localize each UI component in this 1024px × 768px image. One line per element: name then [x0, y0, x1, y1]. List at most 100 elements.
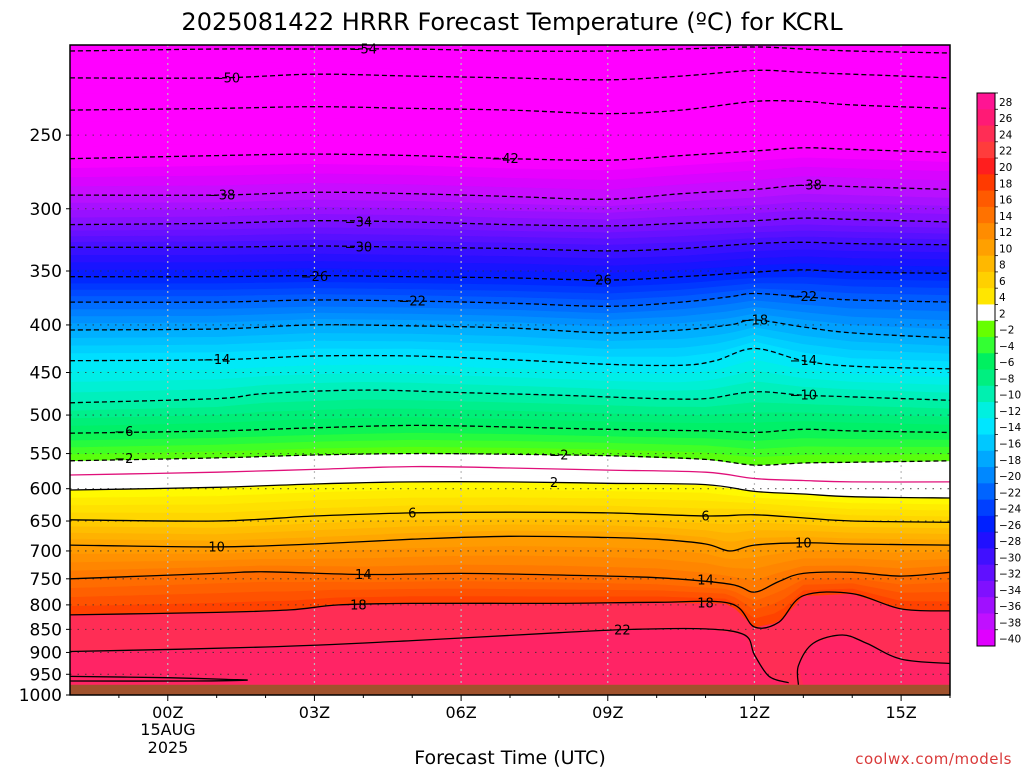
isotherm-label: −30 [345, 241, 372, 256]
colorbar-swatch [977, 369, 995, 387]
isotherm-label: 18 [350, 598, 367, 613]
colorbar-swatch [977, 288, 995, 305]
colorbar-label: −24 [999, 504, 1021, 516]
colorbar-label: −22 [999, 487, 1021, 499]
isotherm-m42 [70, 147, 950, 161]
isotherm-label: −6 [114, 425, 133, 440]
y-tick-label: 750 [30, 570, 62, 590]
colorbar-label: 20 [999, 162, 1012, 174]
colorbar-swatch [977, 255, 995, 273]
colorbar-label: −32 [999, 569, 1021, 581]
isotherm-label: −2 [114, 452, 133, 467]
colorbar-label: 16 [999, 195, 1013, 207]
isotherm-label: 14 [697, 573, 714, 588]
y-tick-label: 850 [30, 620, 62, 640]
colorbar-label: 2 [999, 308, 1006, 320]
isotherm-m50 [70, 69, 950, 81]
colorbar-label: −28 [999, 536, 1021, 548]
colorbar-swatch [977, 402, 995, 419]
y-tick-label: 350 [30, 262, 62, 282]
y-tick-label: 450 [30, 364, 62, 384]
y-tick-label: 300 [30, 200, 62, 220]
isotherm-label: 10 [208, 540, 225, 555]
isotherm-m22 [70, 292, 950, 307]
x-tick-label: 15Z [885, 703, 916, 722]
isotherm-label: 18 [697, 596, 714, 611]
colorbar-label: 10 [999, 243, 1012, 255]
isotherm-m10 [70, 389, 950, 404]
x-axis: 00Z 03Z 06Z 09Z 12Z 15Z [118, 695, 951, 722]
colorbar: 28 26 24 22 20 18 16 14 12 10 8 6 4 2 −2 −4 −6 −8 −10 −12 −1… [976, 92, 1021, 647]
colorbar-label: 18 [999, 178, 1012, 190]
isotherm-m30 [70, 241, 950, 252]
colorbar-swatch [977, 158, 995, 175]
chart-title: 2025081422 HRRR Forecast Temperature (ºC… [181, 8, 843, 36]
isotherm-label: −54 [350, 43, 377, 58]
colorbar-swatch [977, 629, 995, 647]
colorbar-swatch [977, 467, 995, 484]
warm-core-fill [70, 628, 789, 685]
isotherm-22-surface [70, 675, 248, 682]
colorbar-swatch [977, 109, 995, 127]
colorbar-label: 8 [999, 260, 1006, 272]
isotherm-m46 [70, 100, 950, 115]
isotherm-label: 10 [795, 536, 812, 551]
isotherm-14 [70, 571, 950, 593]
colorbar-label: 6 [999, 276, 1006, 288]
isotherm-label: 6 [701, 510, 709, 525]
colorbar-swatch [977, 239, 995, 257]
isotherm-label: −22 [790, 290, 817, 305]
colorbar-swatch [977, 320, 995, 338]
isotherm-m6 [70, 424, 950, 434]
y-tick-label: 900 [30, 643, 62, 663]
colorbar-label: −16 [999, 439, 1021, 451]
isotherm-label: −2 [549, 449, 568, 464]
x-tick-label: 09Z [592, 703, 623, 722]
isotherm-label: 14 [355, 568, 372, 583]
isotherm-m14 [70, 347, 950, 370]
colorbar-label: −38 [999, 617, 1021, 629]
y-tick-label: 1000 [19, 686, 62, 706]
isotherm-18 [70, 591, 950, 629]
date-label-year: 2025 [148, 738, 189, 757]
isotherm-label: −38 [795, 179, 822, 194]
isotherm-label: 2 [550, 476, 558, 491]
colorbar-label: −2 [999, 325, 1014, 337]
colorbar-label: −6 [999, 357, 1015, 369]
colorbar-label: −26 [999, 520, 1021, 532]
y-tick-label: 650 [30, 512, 62, 532]
colorbar-swatch [977, 223, 995, 240]
y-tick-label: 950 [30, 665, 62, 685]
colorbar-label: −20 [999, 471, 1021, 483]
colorbar-label: 26 [999, 113, 1013, 125]
colorbar-swatch [977, 141, 995, 159]
colorbar-label: −12 [999, 406, 1021, 418]
colorbar-label: −40 [999, 634, 1021, 646]
colorbar-label: −4 [999, 341, 1015, 353]
colorbar-label: −36 [999, 601, 1021, 613]
isotherm-10 [70, 535, 950, 552]
isotherm-label: −14 [203, 353, 230, 368]
y-tick-label: 400 [30, 316, 62, 336]
isotherm-label: −10 [790, 389, 817, 404]
y-tick-label: 500 [30, 406, 62, 426]
colorbar-swatch [977, 336, 995, 354]
isotherm-m54 [70, 46, 950, 54]
colorbar-swatch [977, 206, 995, 224]
colorbar-label: 14 [999, 211, 1013, 223]
colorbar-swatch [977, 613, 995, 631]
x-axis-label: Forecast Time (UTC) [414, 747, 605, 768]
colorbar-swatch [977, 532, 995, 549]
colorbar-swatch [977, 450, 995, 468]
colorbar-label: −34 [999, 585, 1021, 597]
y-tick-label: 800 [30, 596, 62, 616]
isotherm-label: −50 [213, 71, 240, 86]
x-tick-label: 00Z [152, 703, 183, 722]
colorbar-swatch [977, 385, 995, 403]
colorbar-label: −10 [999, 390, 1021, 402]
colorbar-label: −14 [999, 422, 1021, 434]
x-tick-label: 12Z [739, 703, 770, 722]
isotherm-m38 [70, 184, 950, 200]
date-label-day: 15AUG [140, 720, 195, 739]
